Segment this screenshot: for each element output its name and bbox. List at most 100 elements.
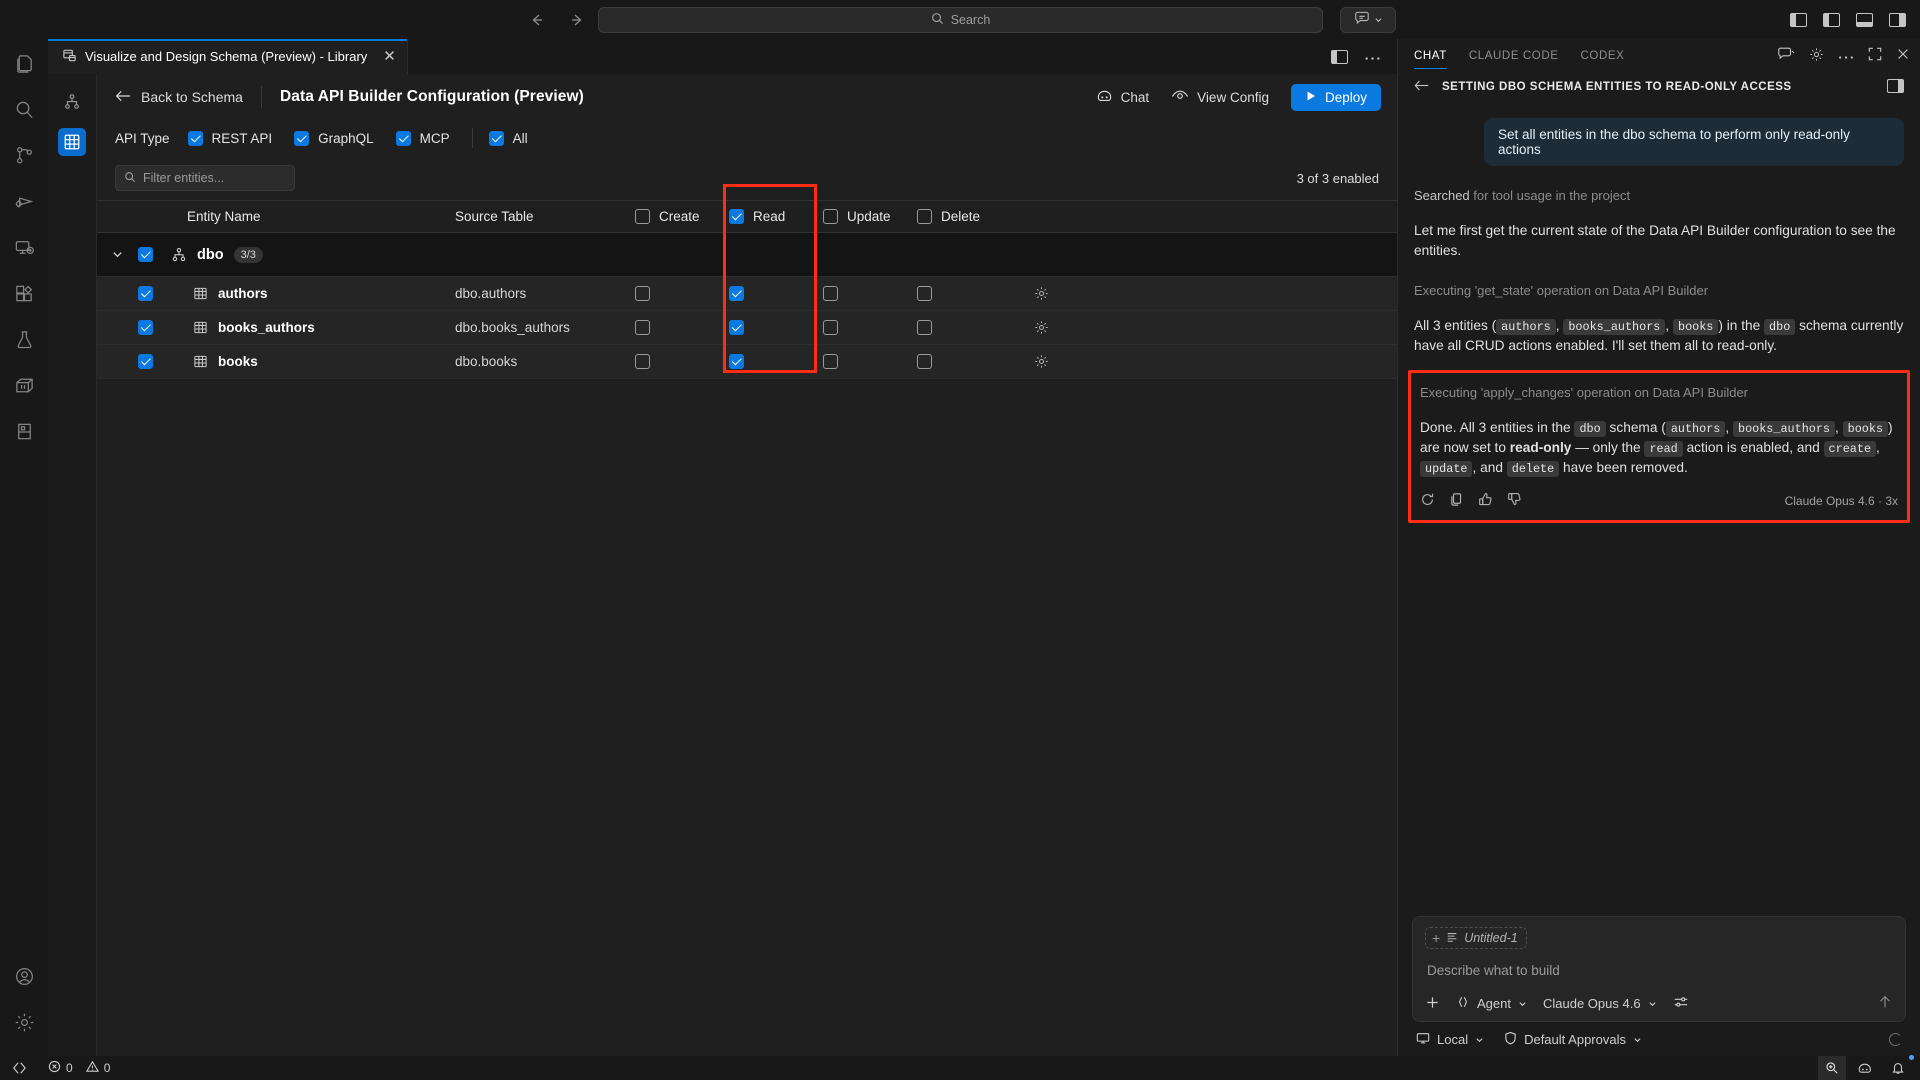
- sliders-icon[interactable]: [1673, 995, 1689, 1012]
- source-control-icon[interactable]: [12, 143, 36, 167]
- chat-button[interactable]: Chat: [1096, 88, 1149, 106]
- remote-explorer-icon[interactable]: [12, 235, 36, 259]
- notebook-icon[interactable]: [12, 419, 36, 443]
- update-header-checkbox[interactable]: [823, 209, 838, 224]
- search-icon[interactable]: [12, 97, 36, 121]
- checkbox[interactable]: [187, 130, 203, 146]
- location-selector[interactable]: Local: [1416, 1032, 1484, 1048]
- column-header-delete[interactable]: Delete: [917, 209, 1011, 224]
- chat-picker-button[interactable]: [1340, 6, 1396, 33]
- entity-update-checkbox[interactable]: [823, 286, 838, 301]
- tab-chat[interactable]: CHAT: [1414, 42, 1447, 69]
- open-panel-icon[interactable]: [1887, 78, 1904, 96]
- ellipsis-icon[interactable]: [1838, 48, 1854, 63]
- column-header-update[interactable]: Update: [823, 209, 917, 224]
- settings-gear-icon[interactable]: [12, 1010, 36, 1034]
- checkbox[interactable]: [488, 130, 504, 146]
- maximize-icon[interactable]: [1868, 47, 1882, 64]
- checkbox[interactable]: [294, 130, 310, 146]
- model-selector[interactable]: Claude Opus 4.6: [1543, 996, 1657, 1011]
- entity-enabled-checkbox[interactable]: [138, 286, 153, 301]
- api-type-option-all[interactable]: All: [488, 130, 528, 146]
- forward-icon[interactable]: [568, 11, 586, 29]
- table-row[interactable]: books dbo.books: [97, 345, 1397, 379]
- chat-input[interactable]: Describe what to build: [1427, 963, 1560, 978]
- column-header-create[interactable]: Create: [635, 209, 729, 224]
- thumbs-up-icon[interactable]: [1478, 492, 1493, 510]
- chevron-down-icon[interactable]: [107, 248, 127, 261]
- tab-claude-code[interactable]: CLAUDE CODE: [1468, 50, 1559, 62]
- table-row[interactable]: books_authors dbo.books_authors: [97, 311, 1397, 345]
- entity-update-checkbox[interactable]: [823, 354, 838, 369]
- api-type-option-graphql[interactable]: GraphQL: [294, 130, 374, 146]
- entity-delete-checkbox[interactable]: [917, 354, 932, 369]
- entity-enabled-checkbox[interactable]: [138, 320, 153, 335]
- testing-icon[interactable]: [12, 327, 36, 351]
- close-icon[interactable]: ✕: [383, 48, 396, 65]
- accounts-icon[interactable]: [12, 964, 36, 988]
- toggle-panel-icon[interactable]: [1856, 12, 1873, 27]
- entity-delete-checkbox[interactable]: [917, 286, 932, 301]
- entity-delete-checkbox[interactable]: [917, 320, 932, 335]
- tab-codex[interactable]: CODEX: [1580, 50, 1625, 62]
- api-builder-grid-icon[interactable]: [58, 128, 86, 156]
- entity-read-checkbox[interactable]: [729, 286, 744, 301]
- thumbs-down-icon[interactable]: [1507, 492, 1522, 510]
- add-attachment-icon[interactable]: [1425, 995, 1440, 1013]
- entity-settings-gear-icon[interactable]: [1011, 286, 1071, 301]
- approvals-selector[interactable]: Default Approvals: [1504, 1031, 1642, 1048]
- close-icon[interactable]: [1896, 47, 1910, 64]
- run-and-debug-icon[interactable]: [12, 189, 36, 213]
- settings-gear-icon[interactable]: [1809, 47, 1824, 65]
- send-button[interactable]: [1877, 994, 1893, 1013]
- schema-designer-icon[interactable]: [58, 88, 86, 116]
- new-chat-icon[interactable]: [1777, 47, 1795, 64]
- plus-icon[interactable]: +: [1432, 930, 1441, 946]
- api-type-option-mcp[interactable]: MCP: [395, 130, 450, 146]
- column-header-read[interactable]: Read: [729, 209, 823, 224]
- notifications-bell-icon[interactable]: [1884, 1055, 1914, 1080]
- checkbox[interactable]: [395, 130, 411, 146]
- entity-read-checkbox[interactable]: [729, 320, 744, 335]
- back-to-schema-button[interactable]: Back to Schema: [115, 89, 243, 106]
- entity-settings-gear-icon[interactable]: [1011, 354, 1071, 369]
- arrow-left-icon[interactable]: [1414, 79, 1430, 95]
- entity-update-checkbox[interactable]: [823, 320, 838, 335]
- ellipsis-icon[interactable]: [1364, 49, 1381, 64]
- table-row[interactable]: authors dbo.authors: [97, 277, 1397, 311]
- toggle-secondary-sidebar-icon[interactable]: [1889, 12, 1906, 27]
- schema-group-checkbox[interactable]: [138, 247, 153, 262]
- create-header-checkbox[interactable]: [635, 209, 650, 224]
- back-icon[interactable]: [528, 11, 546, 29]
- schema-group-row-dbo[interactable]: dbo 3/3: [97, 233, 1397, 277]
- view-config-button[interactable]: View Config: [1171, 89, 1269, 105]
- api-type-option-rest[interactable]: REST API: [187, 130, 272, 146]
- retry-icon[interactable]: [1420, 492, 1435, 510]
- filter-entities-input[interactable]: Filter entities...: [115, 165, 295, 191]
- entity-read-checkbox[interactable]: [729, 354, 744, 369]
- entity-enabled-checkbox[interactable]: [138, 354, 153, 369]
- remote-window-icon[interactable]: [8, 1061, 30, 1075]
- editor-tab-schema-designer[interactable]: Visualize and Design Schema (Preview) - …: [48, 39, 408, 74]
- entity-settings-gear-icon[interactable]: [1011, 320, 1071, 335]
- read-header-checkbox[interactable]: [729, 209, 744, 224]
- command-search-bar[interactable]: Search: [598, 6, 1323, 33]
- entity-create-checkbox[interactable]: [635, 286, 650, 301]
- context-chip-untitled[interactable]: + Untitled-1: [1425, 927, 1527, 949]
- mode-selector[interactable]: Agent: [1456, 995, 1527, 1012]
- toggle-primary-sidebar-icon[interactable]: [1823, 12, 1840, 27]
- problems-status[interactable]: 0 0: [44, 1060, 114, 1076]
- chat-composer[interactable]: + Untitled-1 Describe what to build: [1412, 916, 1906, 1022]
- copy-icon[interactable]: [1449, 492, 1464, 510]
- entity-create-checkbox[interactable]: [635, 320, 650, 335]
- zoom-in-icon[interactable]: [1818, 1056, 1846, 1080]
- copilot-icon[interactable]: [1850, 1056, 1880, 1080]
- entity-create-checkbox[interactable]: [635, 354, 650, 369]
- deploy-button[interactable]: Deploy: [1290, 83, 1381, 111]
- delete-header-checkbox[interactable]: [917, 209, 932, 224]
- database-icon[interactable]: [12, 373, 36, 397]
- extensions-icon[interactable]: [12, 281, 36, 305]
- explorer-icon[interactable]: [12, 51, 36, 75]
- split-editor-icon[interactable]: [1331, 49, 1348, 64]
- toggle-primary-sidebar-left-icon[interactable]: [1790, 12, 1807, 27]
